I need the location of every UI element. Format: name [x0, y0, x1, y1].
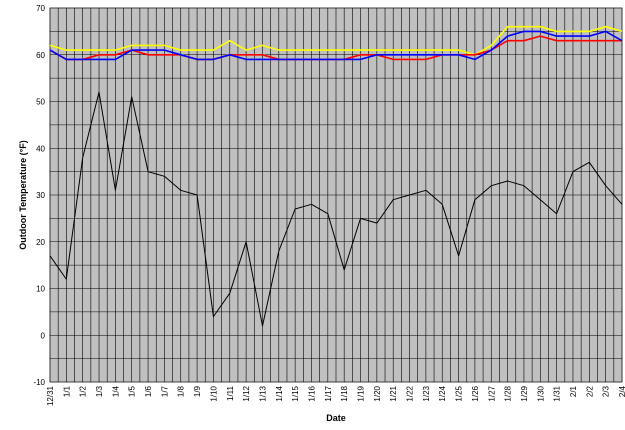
x-tick-label: 1/5: [128, 385, 137, 397]
x-tick-label: 2/3: [602, 385, 611, 397]
x-tick-label: 1/29: [520, 385, 529, 401]
x-tick-label: 1/20: [373, 385, 382, 401]
series-line-3: [49, 30, 623, 61]
x-axis-title: Date: [326, 413, 346, 423]
x-tick-label: 1/7: [160, 385, 169, 397]
y-axis-title: Outdoor Temperature (°F): [18, 140, 28, 249]
y-tick-label: 50: [36, 98, 45, 107]
x-tick-label: 1/6: [144, 385, 153, 397]
x-tick-label: 1/2: [79, 385, 88, 397]
series-lines: [49, 25, 623, 327]
x-tick-label: 1/16: [307, 385, 316, 401]
y-tick-labels: -10 0 10 20 30 40 50 60 70: [33, 4, 45, 387]
x-tick-label: 1/8: [177, 385, 186, 397]
x-tick-label: 1/10: [209, 385, 218, 401]
x-tick-label: 1/1: [62, 385, 71, 397]
x-tick-label: 1/9: [193, 385, 202, 397]
x-tick-labels: 12/31 1/1 1/2 1/3 1/4 1/5 1/6 1/7 1/8 1/9 1/10 1/11…: [46, 385, 625, 406]
grid-lines: [49, 7, 623, 383]
y-tick-label: -10: [33, 378, 45, 387]
x-tick-label: 1/13: [258, 385, 267, 401]
x-tick-label: 1/21: [389, 385, 398, 401]
x-tick-label: 1/23: [422, 385, 431, 401]
x-tick-label: 1/4: [111, 385, 120, 397]
x-tick-label: 1/18: [340, 385, 349, 401]
x-tick-label: 1/15: [291, 385, 300, 401]
x-tick-label: 2/1: [569, 385, 578, 397]
series-line-4: [49, 91, 623, 327]
series-line-1: [49, 25, 623, 56]
y-tick-label: 10: [36, 285, 45, 294]
x-tick-label: 1/28: [504, 385, 513, 401]
x-tick-label: 1/14: [275, 385, 284, 401]
x-tick-label: 1/3: [95, 385, 104, 397]
x-tick-label: 1/30: [536, 385, 545, 401]
x-tick-label: 12/31: [46, 385, 55, 406]
x-tick-label: 1/19: [357, 385, 366, 401]
y-tick-label: 20: [36, 238, 45, 247]
x-tick-label: 1/24: [438, 385, 447, 401]
x-tick-label: 2/4: [618, 385, 625, 397]
y-tick-label: 0: [41, 331, 46, 340]
y-tick-label: 70: [36, 4, 45, 13]
x-tick-label: 1/12: [242, 385, 251, 401]
x-tick-label: 1/31: [553, 385, 562, 401]
x-tick-label: 1/25: [455, 385, 464, 401]
x-tick-label: 1/22: [406, 385, 415, 401]
x-tick-label: 1/27: [487, 385, 496, 401]
x-tick-label: 1/17: [324, 385, 333, 401]
y-tick-label: 40: [36, 144, 45, 153]
y-tick-label: 30: [36, 191, 45, 200]
x-tick-label: 1/26: [471, 385, 480, 401]
y-tick-label: 60: [36, 51, 45, 60]
x-tick-label: 2/2: [585, 385, 594, 397]
x-tick-label: 1/11: [226, 385, 235, 401]
